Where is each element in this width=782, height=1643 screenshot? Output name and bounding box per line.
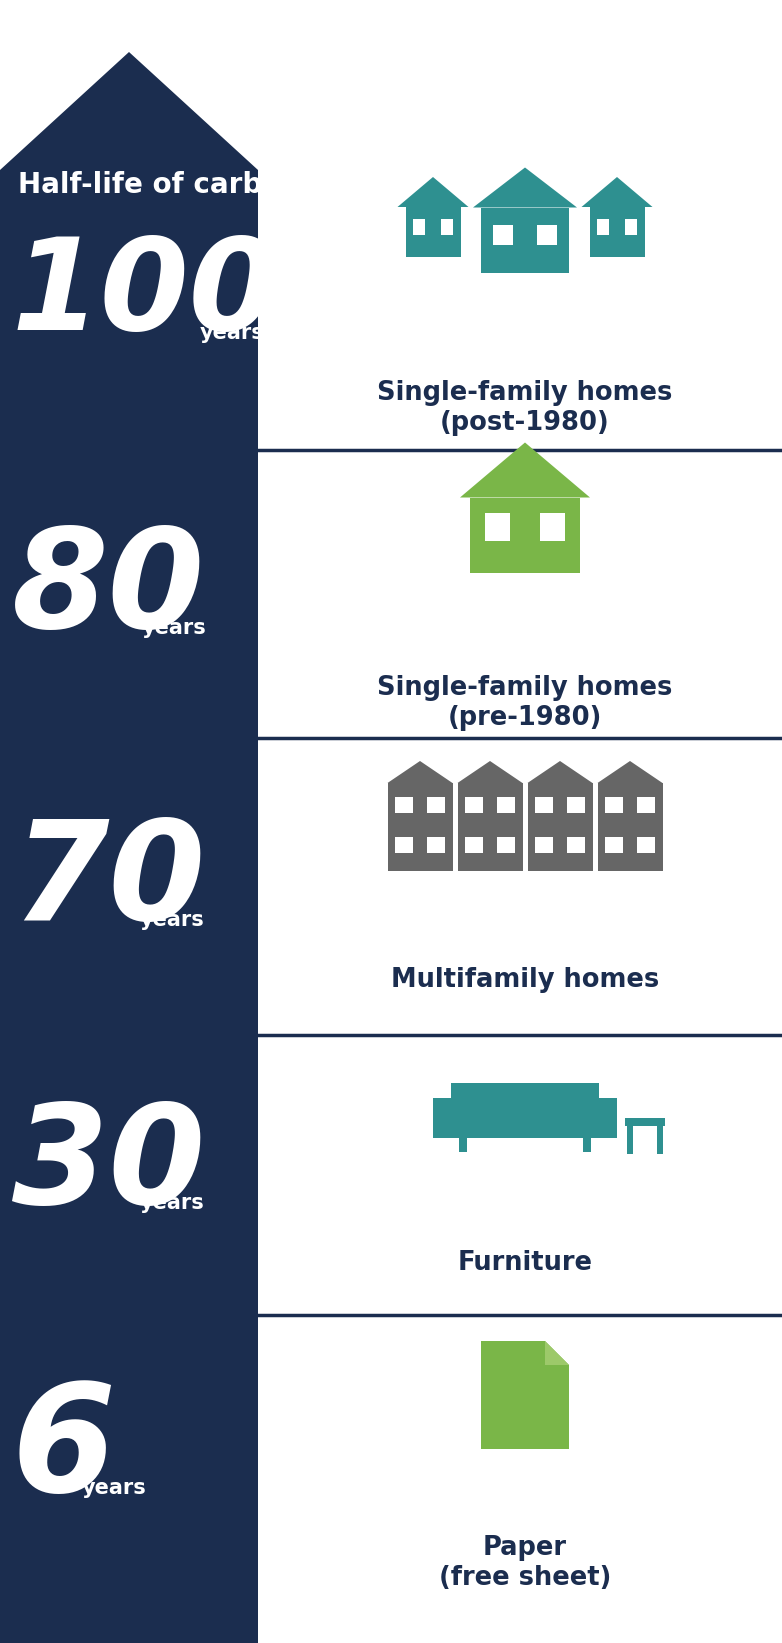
Bar — [637, 836, 655, 853]
Bar — [441, 219, 453, 235]
Bar — [597, 219, 609, 235]
Bar — [583, 1137, 591, 1152]
Text: years: years — [200, 324, 265, 343]
Bar — [599, 1098, 617, 1137]
Polygon shape — [597, 761, 662, 784]
Bar — [413, 219, 425, 235]
Text: 30: 30 — [12, 1098, 205, 1232]
Polygon shape — [582, 177, 652, 207]
Polygon shape — [397, 177, 468, 207]
Text: 70: 70 — [12, 815, 205, 950]
Text: Single-family homes: Single-family homes — [377, 675, 673, 702]
Text: (pre-1980): (pre-1980) — [448, 705, 602, 731]
Bar — [459, 1137, 467, 1152]
Bar — [395, 836, 413, 853]
Bar — [457, 784, 522, 871]
Bar — [535, 797, 553, 813]
Bar — [597, 784, 662, 871]
Bar — [627, 1127, 633, 1155]
Bar — [657, 1127, 663, 1155]
Bar — [567, 797, 586, 813]
Bar — [465, 797, 482, 813]
Bar — [637, 797, 655, 813]
Polygon shape — [388, 761, 453, 784]
Polygon shape — [545, 1341, 569, 1365]
Polygon shape — [528, 761, 593, 784]
Bar — [451, 1083, 599, 1106]
Text: years: years — [140, 910, 205, 930]
Text: (free sheet): (free sheet) — [439, 1566, 612, 1590]
Text: years: years — [82, 1479, 147, 1498]
Polygon shape — [481, 1341, 569, 1449]
Bar — [427, 797, 446, 813]
Bar — [625, 219, 637, 235]
Text: Furniture: Furniture — [457, 1250, 593, 1277]
Text: years: years — [142, 618, 206, 637]
Text: 80: 80 — [12, 522, 205, 657]
Bar — [451, 1106, 599, 1137]
Bar — [567, 836, 586, 853]
Bar — [433, 1098, 451, 1137]
Text: Multifamily homes: Multifamily homes — [391, 968, 659, 992]
Bar — [535, 836, 553, 853]
Text: Half-life of carbon: Half-life of carbon — [18, 171, 301, 199]
Bar — [540, 513, 565, 541]
Polygon shape — [457, 761, 522, 784]
Bar — [465, 836, 482, 853]
Text: Paper: Paper — [483, 1535, 567, 1561]
Bar — [388, 784, 453, 871]
Bar — [604, 797, 622, 813]
Bar — [406, 207, 461, 256]
Bar — [481, 207, 569, 273]
Bar — [427, 836, 446, 853]
Bar — [537, 225, 557, 245]
Polygon shape — [473, 168, 577, 207]
Bar — [493, 225, 513, 245]
Bar — [590, 207, 644, 256]
Polygon shape — [460, 442, 590, 498]
Bar — [395, 797, 413, 813]
Bar — [625, 1119, 665, 1127]
Bar — [497, 797, 515, 813]
Text: 100: 100 — [12, 233, 278, 358]
Bar — [470, 498, 580, 572]
Bar — [604, 836, 622, 853]
Text: years: years — [140, 1193, 205, 1213]
Polygon shape — [0, 53, 258, 1643]
Text: (post-1980): (post-1980) — [440, 411, 610, 435]
Text: 6: 6 — [12, 1377, 117, 1523]
Text: Single-family homes: Single-family homes — [377, 380, 673, 406]
Bar — [486, 513, 510, 541]
Bar — [497, 836, 515, 853]
Bar — [528, 784, 593, 871]
